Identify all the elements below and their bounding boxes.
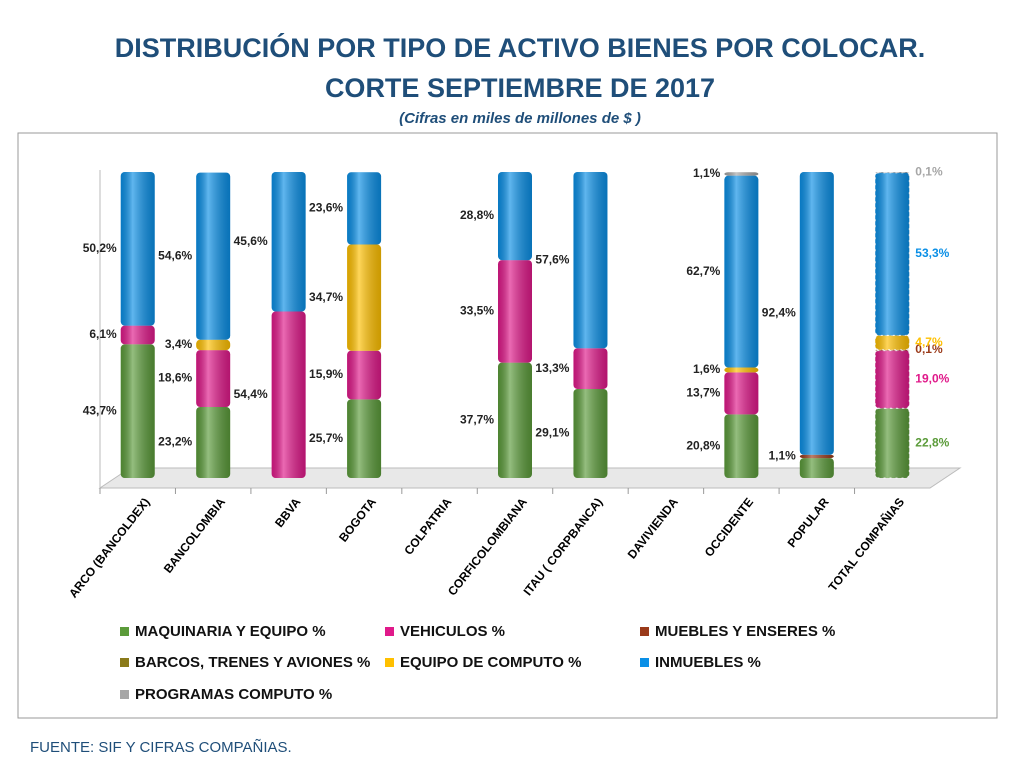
data-label: 15,9% xyxy=(309,367,343,381)
data-label: 1,6% xyxy=(693,362,721,376)
data-label: 45,6% xyxy=(234,234,268,248)
bar-shine xyxy=(724,372,759,415)
data-label: 54,4% xyxy=(234,387,268,401)
legend-marker xyxy=(385,658,394,667)
x-tick-label: BOGOTA xyxy=(336,495,379,545)
bar-shine xyxy=(347,172,382,245)
x-tick-label: ITAU ( CORPBANCA) xyxy=(521,495,606,598)
bar-shine xyxy=(196,339,231,351)
bar-shine xyxy=(724,175,759,368)
bar-shine xyxy=(724,414,759,478)
data-label: 3,4% xyxy=(165,337,193,351)
chart-subtitle: (Cifras en miles de millones de $ ) xyxy=(399,110,641,127)
legend-label: BARCOS, TRENES Y AVIONES % xyxy=(135,654,370,671)
legend-label: EQUIPO DE COMPUTO % xyxy=(400,654,581,671)
data-label: 57,6% xyxy=(535,252,569,266)
chart-frame xyxy=(17,132,998,719)
data-label: 19,0% xyxy=(915,371,949,385)
data-label: 1,1% xyxy=(693,166,721,180)
chart-title: DISTRIBUCIÓN POR TIPO DE ACTIVO BIENES P… xyxy=(115,32,926,63)
bar-shine xyxy=(799,458,834,478)
data-label: 13,7% xyxy=(686,386,720,400)
data-label: 0,1% xyxy=(915,342,943,356)
x-tick-label: DAVIVIENDA xyxy=(625,495,681,562)
legend-marker xyxy=(385,627,394,636)
data-label: 4,7% xyxy=(915,335,943,349)
bar-shine xyxy=(799,454,834,459)
data-label: 6,1% xyxy=(89,327,117,341)
x-tick-label: BBVA xyxy=(272,495,304,530)
x-tick-label: TOTAL COMPAÑIAS xyxy=(825,495,907,594)
data-label: 92,4% xyxy=(762,306,796,320)
bar-shine xyxy=(724,172,759,176)
data-label: 62,7% xyxy=(686,264,720,278)
data-label: 13,3% xyxy=(535,361,569,375)
bar-shine xyxy=(573,172,608,349)
bar-shine xyxy=(347,244,382,351)
data-label: 54,6% xyxy=(158,248,192,262)
chart-title: CORTE SEPTIEMBRE DE 2017 xyxy=(325,73,715,103)
x-tick-label: COLPATRIA xyxy=(401,495,454,558)
x-tick-label: POPULAR xyxy=(785,495,832,550)
x-tick-label: OCCIDENTE xyxy=(702,495,757,559)
bar-shine xyxy=(875,408,910,478)
data-label: 43,7% xyxy=(83,403,117,417)
legend-label: PROGRAMAS COMPUTO % xyxy=(135,686,332,703)
data-label: 18,6% xyxy=(158,371,192,385)
data-label: 50,2% xyxy=(83,241,117,255)
legend-label: VEHICULOS % xyxy=(400,623,505,640)
data-label: 34,7% xyxy=(309,290,343,304)
data-label: 0,1% xyxy=(915,164,943,178)
bar-shine xyxy=(875,335,910,350)
bar-shine xyxy=(573,388,608,478)
bar-shine xyxy=(799,172,834,455)
bar-shine xyxy=(120,325,155,345)
legend-marker xyxy=(640,658,649,667)
x-tick-label: CORFICOLOMBIANA xyxy=(445,495,530,598)
legend-marker xyxy=(640,627,649,636)
data-label: 23,2% xyxy=(158,435,192,449)
bar-shine xyxy=(498,172,532,261)
bar-shine xyxy=(875,172,910,336)
bar-shine xyxy=(271,172,306,312)
bar-shine xyxy=(498,362,532,478)
data-label: 29,1% xyxy=(535,426,569,440)
data-label: 25,7% xyxy=(309,431,343,445)
bar-shine xyxy=(498,260,532,363)
bar-shine xyxy=(347,350,382,400)
bar-shine xyxy=(196,172,231,340)
legend-label: INMUEBLES % xyxy=(655,654,761,671)
legend-marker xyxy=(120,658,129,667)
x-tick-label: ARCO (BANCOLDEX) xyxy=(66,495,153,600)
data-label: 37,7% xyxy=(460,412,494,426)
bar-shine xyxy=(875,349,910,351)
bar-shine xyxy=(875,172,910,173)
legend-label: MUEBLES Y ENSERES % xyxy=(655,623,835,640)
data-label: 20,8% xyxy=(686,438,720,452)
source: FUENTE: SIF Y CIFRAS COMPAÑIAS. xyxy=(30,739,292,756)
bar-shine xyxy=(347,399,382,478)
bar-shine xyxy=(196,407,231,478)
bar-shine xyxy=(724,367,759,373)
legend-marker xyxy=(120,627,129,636)
data-label: 53,3% xyxy=(915,246,949,260)
bar-shine xyxy=(573,348,608,389)
data-label: 28,8% xyxy=(460,208,494,222)
bar-shine xyxy=(120,344,155,478)
legend-marker xyxy=(120,690,129,699)
bar-shine xyxy=(271,311,306,478)
data-label: 33,5% xyxy=(460,304,494,318)
data-label: 22,8% xyxy=(915,435,949,449)
bar-shine xyxy=(196,350,231,408)
bar-shine xyxy=(120,172,155,326)
bar-shine xyxy=(875,350,910,409)
x-tick-label: BANCOLOMBIA xyxy=(161,495,228,576)
legend-label: MAQUINARIA Y EQUIPO % xyxy=(135,623,326,640)
data-label: 1,1% xyxy=(768,449,796,463)
data-label: 23,6% xyxy=(309,201,343,215)
